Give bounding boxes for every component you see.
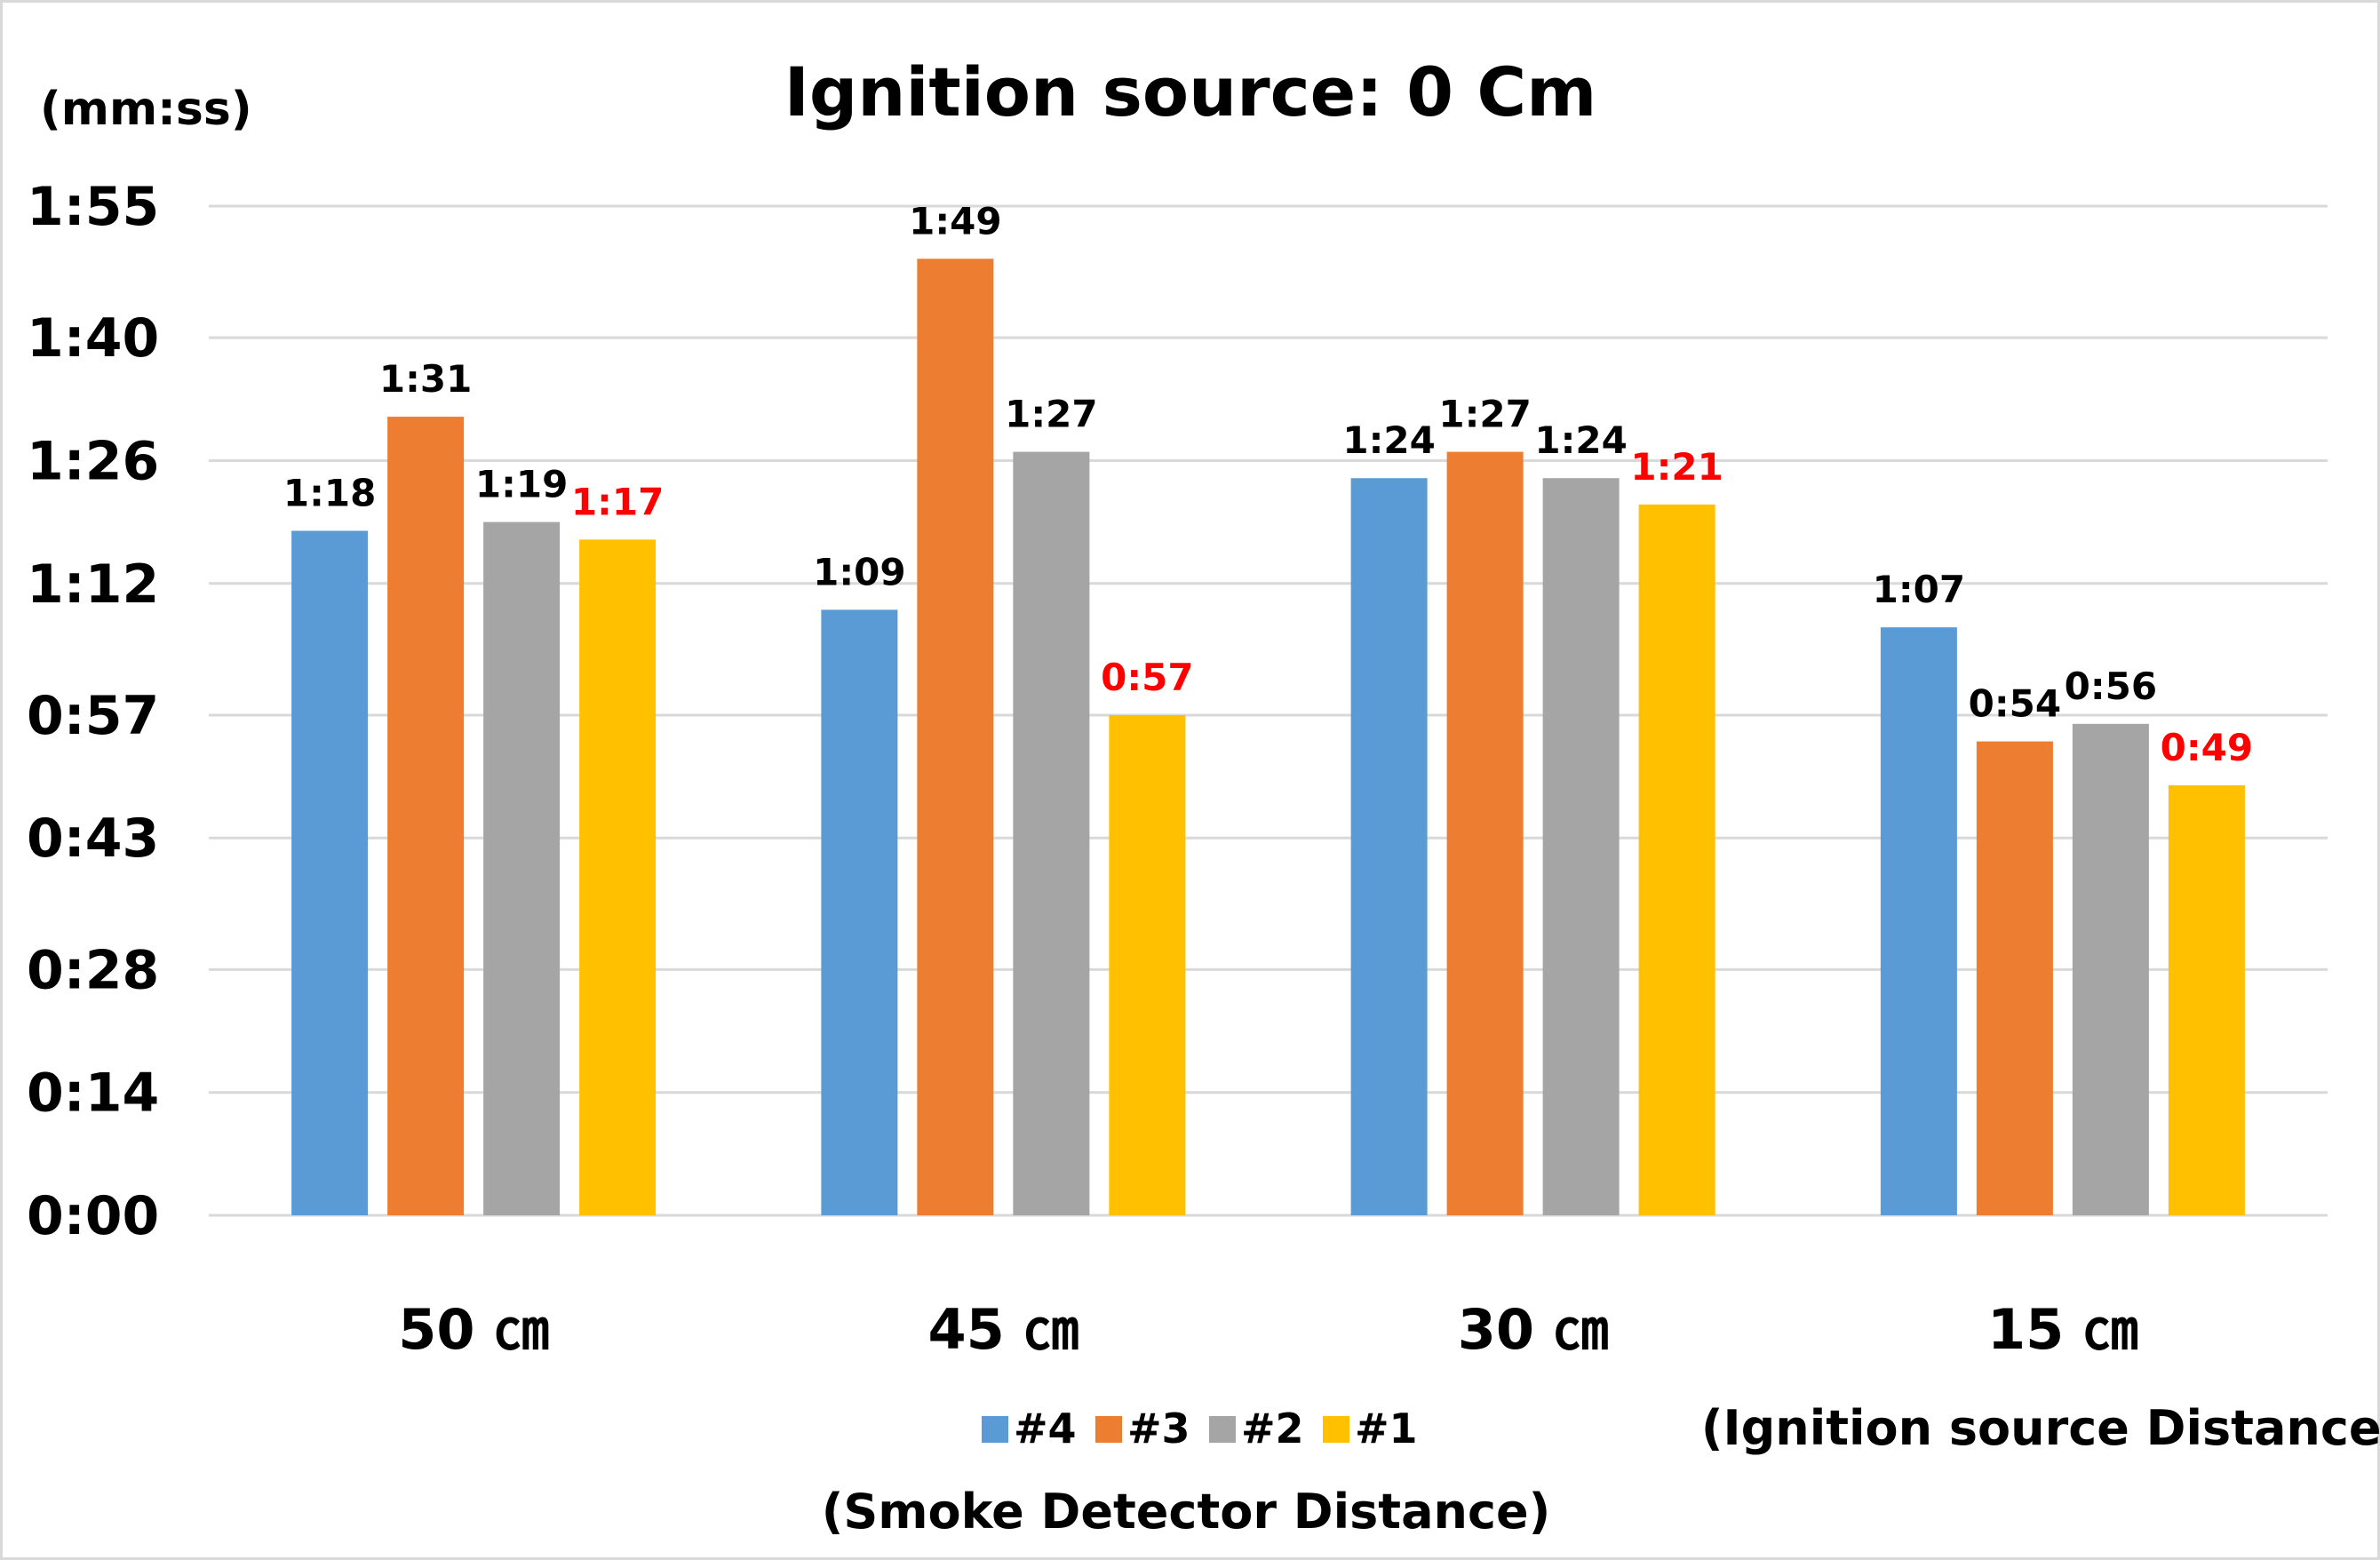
- gridlines: [209, 204, 2328, 1217]
- bar-series-2-cat-1: [1013, 451, 1090, 1215]
- data-label: 1:18: [283, 471, 376, 514]
- y-tick-label: 0:00: [27, 1185, 159, 1247]
- data-label: 1:24: [1342, 418, 1435, 462]
- y-tick-label: 1:55: [27, 176, 159, 238]
- y-tick-label: 0:28: [27, 939, 159, 1001]
- bar-series-1-cat-2: [1638, 504, 1715, 1215]
- y-tick-label: 1:26: [27, 430, 159, 492]
- bar-series-1-cat-1: [1109, 714, 1186, 1215]
- data-label: 0:54: [1969, 682, 2061, 726]
- y-tick-label: 0:57: [27, 685, 159, 747]
- data-label: 1:21: [1630, 445, 1723, 489]
- data-label: 1:09: [813, 550, 905, 593]
- legend: #4 #3 #2 #1: [982, 1405, 1418, 1453]
- data-labels: 1:181:311:19 1:171:091:491:270:571:241:27…: [283, 199, 2253, 769]
- legend-swatch-2: [1209, 1416, 1236, 1443]
- legend-swatch-0: [982, 1416, 1008, 1443]
- legend-label: #4: [1014, 1405, 1077, 1453]
- data-label: 1:27: [1438, 393, 1531, 436]
- data-label: 1:07: [1873, 568, 1965, 611]
- x-axis-ticks: 50 ㎝ 45 ㎝ 30 ㎝ 15 ㎝: [398, 1297, 2138, 1362]
- data-label: 0:49: [2161, 726, 2253, 769]
- bar-series-3-cat-3: [1976, 741, 2053, 1215]
- legend-label: #2: [1241, 1405, 1304, 1453]
- y-axis-unit-label: (mm:ss): [40, 83, 252, 136]
- legend-swatch-1: [1095, 1416, 1122, 1443]
- bar-series-4-cat-2: [1350, 478, 1428, 1215]
- bar-series-4-cat-0: [291, 530, 369, 1215]
- data-label: 1:49: [909, 199, 1001, 243]
- x-tick-label: 15 ㎝: [1987, 1297, 2138, 1362]
- bar-series-3-cat-1: [917, 259, 994, 1216]
- bar-series-1-cat-0: [579, 539, 657, 1215]
- bar-series-3-cat-2: [1446, 451, 1524, 1215]
- x-tick-label: 30 ㎝: [1458, 1297, 1609, 1362]
- bar-series-4-cat-3: [1880, 627, 1957, 1215]
- y-tick-label: 0:43: [27, 808, 159, 870]
- x-tick-label: 50 ㎝: [398, 1297, 549, 1362]
- y-tick-label: 1:40: [27, 307, 159, 370]
- y-tick-label: 1:12: [27, 553, 159, 616]
- bar-series-2-cat-0: [483, 521, 561, 1215]
- data-label: 1:17: [571, 480, 664, 523]
- data-label: 1:19: [475, 463, 568, 506]
- bar-series-2-cat-2: [1542, 478, 1620, 1215]
- y-axis-ticks: 0:00 0:14 0:28 0:43 0:57 1:12 1:26 1:40 1:55: [27, 176, 159, 1247]
- bar-series-1-cat-3: [2168, 784, 2245, 1215]
- legend-title: (Smoke Detector Distance): [822, 1484, 1551, 1540]
- data-label: 1:31: [379, 357, 472, 401]
- data-label: 0:56: [2065, 665, 2157, 708]
- x-axis-title: (Ignition source Distance): [1701, 1400, 2380, 1456]
- bar-series-2-cat-3: [2072, 723, 2149, 1215]
- bar-series-4-cat-1: [821, 609, 898, 1215]
- data-label: 1:24: [1534, 418, 1627, 462]
- chart-title: Ignition source: 0 Cm: [784, 52, 1597, 131]
- x-tick-label: 45 ㎝: [927, 1297, 1079, 1362]
- legend-label: #3: [1127, 1405, 1190, 1453]
- legend-swatch-3: [1323, 1416, 1349, 1443]
- data-label: 0:57: [1101, 656, 1193, 699]
- bars: [291, 259, 2245, 1216]
- legend-label: #1: [1355, 1405, 1418, 1453]
- bar-series-3-cat-0: [387, 417, 465, 1215]
- y-tick-label: 0:14: [27, 1063, 159, 1125]
- data-label: 1:27: [1005, 393, 1097, 436]
